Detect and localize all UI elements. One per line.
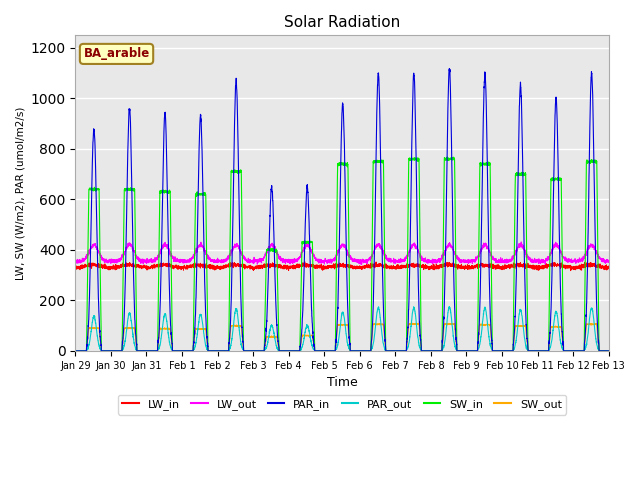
SW_in	[72, 348, 79, 354]
PAR_in	[322, 348, 330, 354]
LW_out	[492, 259, 499, 264]
SW_in	[444, 154, 451, 160]
LW_out	[432, 259, 440, 265]
LW_out	[605, 259, 612, 265]
X-axis label: Time: Time	[326, 376, 357, 389]
SW_out	[604, 348, 612, 354]
Y-axis label: LW, SW (W/m2), PAR (umol/m2/s): LW, SW (W/m2), PAR (umol/m2/s)	[15, 107, 25, 280]
PAR_in	[605, 348, 612, 354]
SW_out	[492, 348, 499, 354]
PAR_in	[445, 66, 453, 72]
PAR_out	[492, 348, 499, 354]
LW_in	[605, 264, 612, 270]
PAR_in	[432, 348, 440, 354]
SW_in	[322, 348, 330, 354]
LW_out	[461, 258, 469, 264]
LW_in	[432, 264, 440, 270]
PAR_in	[72, 348, 79, 354]
LW_out	[168, 253, 175, 259]
Text: BA_arable: BA_arable	[83, 48, 150, 60]
SW_in	[461, 348, 469, 354]
LW_in	[567, 268, 575, 274]
SW_in	[605, 348, 612, 354]
SW_in	[432, 348, 440, 354]
SW_in	[492, 348, 499, 354]
SW_in	[604, 348, 612, 354]
Line: SW_in: SW_in	[76, 157, 609, 351]
Line: SW_out: SW_out	[76, 323, 609, 351]
PAR_out	[168, 346, 175, 351]
LW_in	[301, 259, 308, 264]
SW_out	[605, 348, 612, 354]
LW_in	[461, 264, 469, 269]
PAR_in	[604, 348, 612, 354]
PAR_out	[445, 304, 453, 310]
SW_out	[432, 348, 440, 354]
PAR_out	[605, 348, 612, 354]
LW_in	[492, 264, 499, 270]
PAR_out	[322, 348, 330, 354]
LW_in	[604, 266, 612, 272]
Line: PAR_in: PAR_in	[76, 69, 609, 351]
Line: LW_out: LW_out	[76, 242, 609, 264]
PAR_out	[604, 348, 612, 354]
SW_in	[168, 261, 175, 266]
LW_in	[168, 264, 175, 270]
Legend: LW_in, LW_out, PAR_in, PAR_out, SW_in, SW_out: LW_in, LW_out, PAR_in, PAR_out, SW_in, S…	[118, 395, 566, 415]
LW_out	[517, 239, 525, 245]
SW_out	[322, 348, 330, 354]
Line: LW_in: LW_in	[76, 262, 609, 271]
LW_in	[72, 264, 79, 270]
Title: Solar Radiation: Solar Radiation	[284, 15, 400, 30]
PAR_in	[492, 348, 499, 354]
PAR_in	[168, 330, 175, 336]
PAR_out	[461, 348, 469, 354]
LW_out	[322, 258, 330, 264]
LW_in	[322, 264, 330, 270]
LW_out	[604, 259, 612, 264]
SW_out	[461, 348, 469, 354]
PAR_out	[72, 348, 79, 354]
LW_out	[253, 261, 261, 267]
PAR_out	[432, 348, 440, 354]
Line: PAR_out: PAR_out	[76, 307, 609, 351]
SW_out	[72, 348, 79, 354]
SW_out	[408, 320, 416, 326]
PAR_in	[461, 348, 469, 354]
LW_out	[72, 259, 79, 264]
SW_out	[168, 336, 175, 342]
